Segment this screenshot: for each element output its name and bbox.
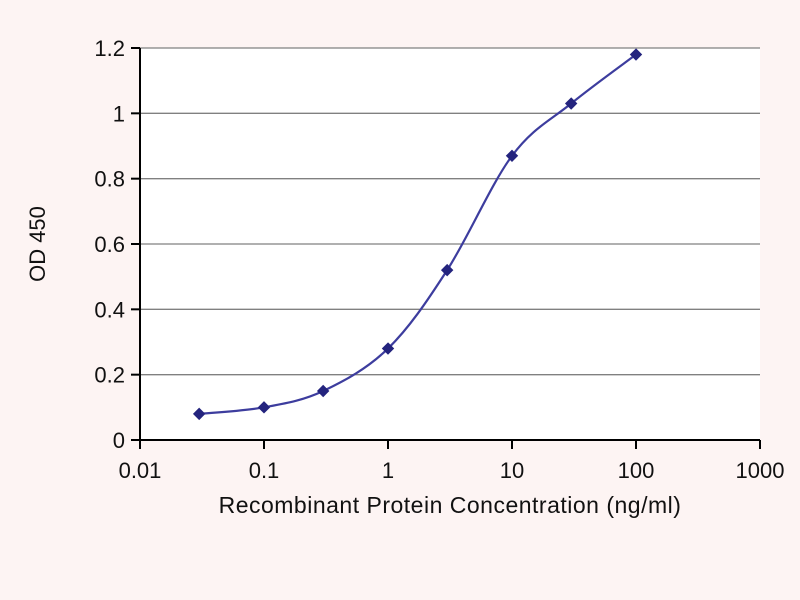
- data-point-marker: [192, 407, 206, 421]
- y-axis-title: OD 450: [25, 206, 50, 282]
- data-point-marker: [564, 97, 578, 110]
- data-point-marker: [440, 263, 454, 277]
- data-point-marker: [381, 342, 395, 355]
- data-point-marker: [316, 384, 330, 398]
- y-tick-label: 0.6: [94, 232, 125, 257]
- data-point-marker: [629, 48, 643, 61]
- x-tick-label: 1: [382, 458, 394, 483]
- x-axis-title: Recombinant Protein Concentration (ng/ml…: [218, 492, 682, 518]
- y-tick-label: 0.4: [94, 297, 125, 322]
- y-tick-label: 1: [113, 101, 125, 126]
- y-tick-label: 0: [113, 428, 125, 453]
- x-tick-label: 0.01: [119, 458, 162, 483]
- x-tick-label: 1000: [736, 458, 785, 483]
- data-point-marker: [505, 149, 519, 163]
- y-tick-label: 1.2: [94, 36, 125, 61]
- y-tick-label: 0.2: [94, 363, 125, 388]
- x-tick-label: 10: [500, 458, 524, 483]
- x-tick-label: 100: [618, 458, 655, 483]
- data-point-marker: [257, 401, 271, 414]
- y-tick-label: 0.8: [94, 167, 125, 192]
- x-tick-label: 0.1: [249, 458, 280, 483]
